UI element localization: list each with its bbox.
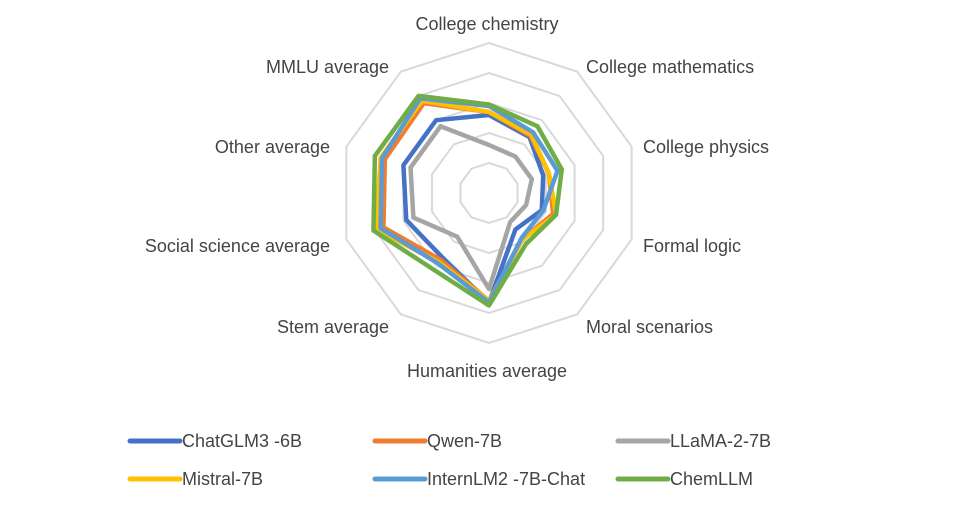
axis-label-social-science-average: Social science average xyxy=(145,236,330,256)
series-layer xyxy=(371,93,565,308)
legend-label-chatglm3-6b: ChatGLM3 -6B xyxy=(182,431,302,451)
axis-label-formal-logic: Formal logic xyxy=(643,236,741,256)
axis-label-college-mathematics: College mathematics xyxy=(586,57,754,77)
axis-label-humanities-average: Humanities average xyxy=(407,361,567,381)
legend-label-internlm2-7b-chat: InternLM2 -7B-Chat xyxy=(427,469,585,489)
grid-ring xyxy=(459,161,519,225)
axis-label-other-average: Other average xyxy=(215,137,330,157)
axis-label-moral-scenarios: Moral scenarios xyxy=(586,317,713,337)
legend-label-mistral-7b: Mistral-7B xyxy=(182,469,263,489)
series-line-chemllm xyxy=(371,93,565,308)
legend: ChatGLM3 -6B Qwen-7B LLaMA-2-7B Mistral-7B I… xyxy=(127,431,771,489)
axis-label-college-physics: College physics xyxy=(643,137,769,157)
legend-label-llama-2-7b: LLaMA-2-7B xyxy=(670,431,771,451)
legend-label-qwen-7b: Qwen-7B xyxy=(427,431,502,451)
legend-label-chemllm: ChemLLM xyxy=(670,469,753,489)
axis-label-college-chemistry: College chemistry xyxy=(415,14,558,34)
grid-ring xyxy=(345,41,633,345)
axis-labels: College chemistry College mathematics Coll… xyxy=(145,14,769,381)
series-line-llama-2-7b xyxy=(408,124,535,292)
axis-label-stem-average: Stem average xyxy=(277,317,389,337)
axis-label-mmlu-average: MMLU average xyxy=(266,57,389,77)
